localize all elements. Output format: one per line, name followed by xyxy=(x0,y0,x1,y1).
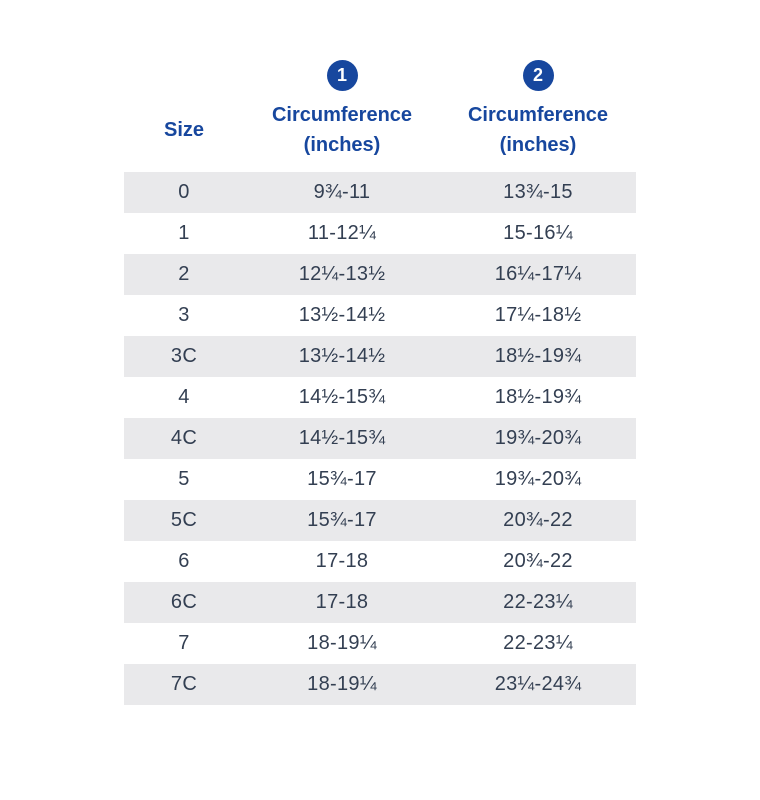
table-row: 5 15¾-17 19¾-20¾ xyxy=(124,459,636,500)
circumference1-cell: 13½-14½ xyxy=(298,304,386,326)
badge-cell-2: 2 xyxy=(440,59,636,91)
circumference1-cell: 12¼-13½ xyxy=(298,263,386,285)
circumference2-cell: 23¼-24¾ xyxy=(494,673,582,695)
circumference1-title-line2: (inches) xyxy=(303,134,381,156)
circumference2-cell: 20¾-22 xyxy=(503,509,573,531)
circumference1-cell: 15¾-17 xyxy=(307,468,377,490)
table-row: 7C 18-19¼ 23¼-24¾ xyxy=(124,664,636,705)
circumference1-column-header: Circumference (inches) xyxy=(244,100,440,160)
circumference1-cell: 17-18 xyxy=(315,591,369,613)
circumference2-cell: 15-16¼ xyxy=(503,222,573,244)
circumference1-cell: 11-12¼ xyxy=(307,222,377,244)
circumference2-cell: 18½-19¾ xyxy=(494,386,582,408)
circumference2-cell: 18½-19¾ xyxy=(494,345,582,367)
number-2-badge-icon: 2 xyxy=(522,59,554,91)
size-cell: 5C xyxy=(170,509,198,531)
table-row: 4C 14½-15¾ 19¾-20¾ xyxy=(124,418,636,459)
size-chart-table: 1 2 Size Circumference (inches) Circumfe… xyxy=(124,58,636,800)
table-row: 3C 13½-14½ 18½-19¾ xyxy=(124,336,636,377)
circumference2-cell: 20¾-22 xyxy=(503,550,573,572)
circumference1-cell: 18-19¼ xyxy=(307,673,377,695)
circumference1-title-line1: Circumference xyxy=(271,104,413,126)
size-cell: 7C xyxy=(170,673,198,695)
header-row: Size Circumference (inches) Circumferenc… xyxy=(124,100,636,160)
table-row: 4 14½-15¾ 18½-19¾ xyxy=(124,377,636,418)
size-cell: 4C xyxy=(170,427,198,449)
size-cell: 3C xyxy=(170,345,198,367)
circumference1-cell: 14½-15¾ xyxy=(298,427,386,449)
circumference2-cell: 16¼-17¼ xyxy=(494,263,582,285)
number-1-badge-icon: 1 xyxy=(326,59,358,91)
circumference2-title-line2: (inches) xyxy=(499,134,577,156)
size-cell: 6 xyxy=(178,550,190,572)
size-cell: 7 xyxy=(178,632,190,654)
size-cell: 3 xyxy=(178,304,190,326)
circumference2-cell: 17¼-18½ xyxy=(494,304,582,326)
size-column-header: Size xyxy=(163,118,205,141)
circumference2-column-header: Circumference (inches) xyxy=(440,100,636,160)
circumference1-cell: 14½-15¾ xyxy=(298,386,386,408)
table-row: 7 18-19¼ 22-23¼ xyxy=(124,623,636,664)
table-body: 0 9¾-11 13¾-15 1 11-12¼ 15-16¼ 2 12¼-13½… xyxy=(124,172,636,705)
badge-cell-1: 1 xyxy=(244,59,440,91)
circumference2-cell: 13¾-15 xyxy=(503,181,573,203)
circumference1-cell: 9¾-11 xyxy=(313,181,371,203)
circumference2-cell: 19¾-20¾ xyxy=(494,427,582,449)
table-row: 2 12¼-13½ 16¼-17¼ xyxy=(124,254,636,295)
badge-row: 1 2 xyxy=(124,58,636,92)
table-row: 6 17-18 20¾-22 xyxy=(124,541,636,582)
circumference2-cell: 19¾-20¾ xyxy=(494,468,582,490)
circumference2-title-line1: Circumference xyxy=(467,104,609,126)
size-cell: 4 xyxy=(178,386,190,408)
size-cell: 5 xyxy=(178,468,190,490)
circumference2-cell: 22-23¼ xyxy=(503,591,573,613)
size-cell: 6C xyxy=(170,591,198,613)
circumference1-cell: 18-19¼ xyxy=(307,632,377,654)
size-cell: 0 xyxy=(178,181,190,203)
table-row: 3 13½-14½ 17¼-18½ xyxy=(124,295,636,336)
circumference2-cell: 22-23¼ xyxy=(503,632,573,654)
size-cell: 2 xyxy=(178,263,190,285)
table-row: 6C 17-18 22-23¼ xyxy=(124,582,636,623)
table-row: 1 11-12¼ 15-16¼ xyxy=(124,213,636,254)
circumference1-cell: 17-18 xyxy=(315,550,369,572)
circumference1-cell: 15¾-17 xyxy=(307,509,377,531)
table-row: 0 9¾-11 13¾-15 xyxy=(124,172,636,213)
circumference1-cell: 13½-14½ xyxy=(298,345,386,367)
table-row: 5C 15¾-17 20¾-22 xyxy=(124,500,636,541)
size-cell: 1 xyxy=(178,222,190,244)
